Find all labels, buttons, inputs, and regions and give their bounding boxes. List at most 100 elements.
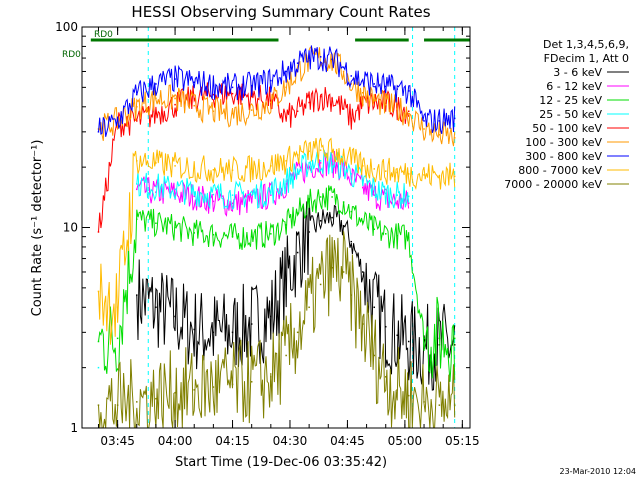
series-point (136, 106, 138, 108)
series-point (285, 70, 287, 73)
rdo-label: RD0 (62, 50, 81, 60)
series-point (384, 85, 387, 88)
series-point (296, 170, 299, 173)
x-tick-label: 03:45 (100, 434, 135, 448)
series-point (342, 66, 345, 68)
series-point (362, 271, 364, 273)
series-point (350, 75, 353, 77)
series-point (136, 120, 138, 122)
series-point (407, 112, 410, 115)
series-point (438, 120, 441, 122)
series-point (155, 112, 157, 115)
series-point (308, 162, 310, 164)
series-point (423, 401, 425, 403)
series-point (270, 194, 272, 196)
series-point (407, 394, 410, 397)
legend-entry-label: 300 - 800 keV (525, 150, 602, 163)
series-point (212, 234, 215, 236)
series-point (319, 95, 322, 98)
series-point (270, 165, 272, 167)
series-point (116, 337, 119, 340)
series-point (362, 180, 364, 183)
series-point (97, 404, 100, 406)
series-point (350, 160, 353, 162)
series-line (98, 231, 456, 428)
series-point (407, 236, 410, 239)
series-point (308, 202, 310, 205)
series-point (308, 59, 310, 62)
series-point (174, 192, 176, 195)
series-point (342, 225, 345, 227)
series-point (296, 212, 299, 214)
legend-entry-label: 3 - 6 keV (553, 66, 602, 79)
series-line (98, 137, 456, 345)
series-point (396, 108, 398, 110)
series-point (97, 340, 100, 343)
series-point (308, 306, 310, 309)
rdo-label: RD0 (94, 30, 113, 40)
series-point (250, 235, 253, 238)
legend-header: Det 1,3,4,5,6,9, (543, 38, 629, 51)
chart-title: HESSI Observing Summary Count Rates (131, 3, 430, 21)
series-point (231, 194, 234, 196)
series-point (438, 404, 441, 406)
series-point (193, 389, 195, 391)
series-point (373, 101, 375, 104)
series-point (285, 180, 287, 183)
series-50-100kev (97, 82, 410, 233)
series-point (231, 86, 234, 89)
timestamp: 23-Mar-2010 12:04 (560, 467, 637, 476)
series-point (136, 218, 138, 220)
series-point (308, 150, 310, 153)
series-25-50kev (97, 149, 410, 369)
series-point (97, 290, 100, 293)
series-point (174, 165, 176, 167)
series-point (155, 162, 157, 164)
series-point (423, 120, 425, 122)
series-point (308, 101, 310, 104)
series-point (308, 57, 310, 59)
series-point (342, 201, 345, 203)
series-point (270, 101, 272, 104)
series-point (373, 168, 375, 170)
series-point (384, 233, 387, 235)
series-point (97, 131, 100, 133)
series-point (296, 110, 299, 113)
legend: Det 1,3,4,5,6,9,FDecim 1, Att 03 - 6 keV… (504, 38, 629, 191)
series-point (438, 337, 441, 340)
series-point (423, 128, 425, 130)
series-point (193, 167, 195, 169)
series-point (396, 389, 398, 391)
series-point (155, 83, 157, 85)
x-tick-label: 04:00 (158, 434, 193, 448)
series-point (250, 168, 253, 170)
series-point (384, 376, 387, 378)
series-point (174, 97, 176, 100)
series-point (350, 117, 353, 120)
series-point (407, 202, 410, 205)
series-point (342, 108, 345, 110)
series-point (350, 294, 353, 296)
legend-entry-label: 50 - 100 keV (532, 122, 602, 135)
series-point (423, 337, 425, 340)
series-point (270, 376, 272, 378)
series-point (342, 271, 345, 273)
series-point (362, 91, 364, 94)
series-point (136, 183, 138, 185)
series-point (319, 149, 322, 151)
series-point (407, 173, 410, 175)
series-point (296, 251, 299, 254)
series-point (193, 104, 195, 107)
series-point (285, 354, 287, 357)
series-point (342, 154, 345, 156)
series-7000-20000kev (97, 231, 456, 428)
series-12-25kev (97, 185, 456, 382)
series-point (362, 323, 364, 325)
x-tick-label: 04:15 (215, 434, 250, 448)
series-point (350, 83, 353, 85)
series-point (250, 109, 253, 111)
series-point (212, 110, 215, 113)
series-point (270, 99, 272, 102)
series-point (423, 174, 425, 176)
series-point (231, 112, 234, 115)
